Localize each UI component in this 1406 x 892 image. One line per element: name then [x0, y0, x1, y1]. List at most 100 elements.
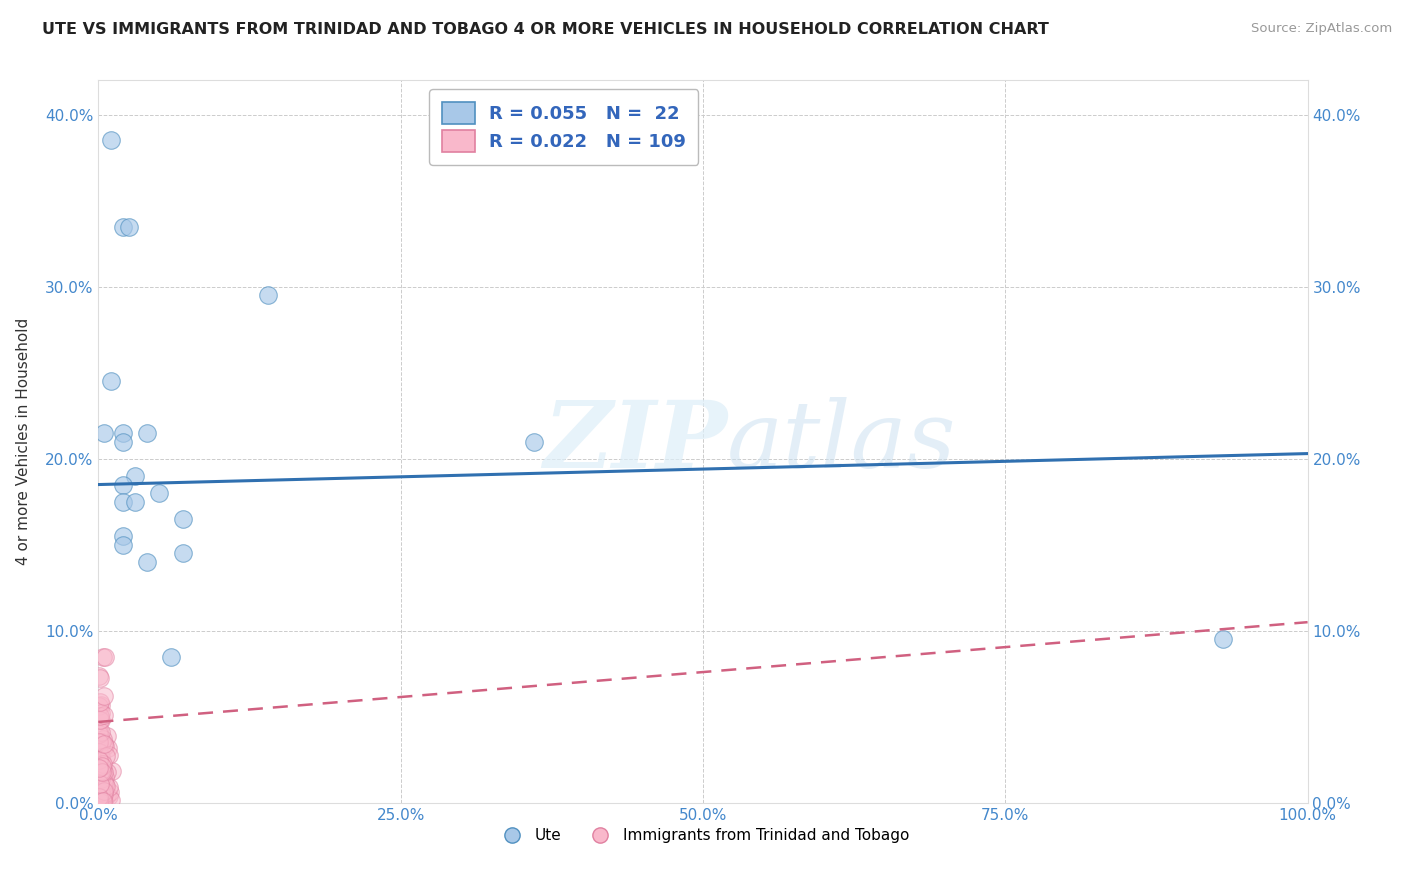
Point	[93, 775, 115, 789]
Point	[93, 425, 115, 440]
Point	[90, 785, 112, 799]
Point	[90, 713, 112, 727]
Point	[89, 709, 111, 723]
Point	[90, 752, 112, 766]
Point	[91, 789, 114, 804]
Point	[90, 725, 112, 739]
Point	[89, 774, 111, 789]
Point	[89, 743, 111, 757]
Point	[111, 425, 134, 440]
Point	[87, 726, 110, 740]
Point	[93, 649, 115, 664]
Point	[93, 731, 115, 746]
Point	[93, 787, 115, 801]
Point	[111, 538, 134, 552]
Point	[89, 796, 111, 810]
Point	[90, 780, 112, 794]
Point	[160, 649, 183, 664]
Point	[89, 781, 111, 796]
Point	[87, 753, 110, 767]
Point	[135, 555, 157, 569]
Point	[94, 771, 117, 785]
Point	[89, 698, 111, 713]
Point	[89, 757, 111, 772]
Point	[89, 784, 111, 798]
Point	[90, 768, 112, 782]
Point	[111, 477, 134, 491]
Point	[90, 790, 112, 805]
Text: ZIP: ZIP	[543, 397, 727, 486]
Point	[135, 425, 157, 440]
Point	[90, 706, 112, 720]
Point	[523, 434, 546, 449]
Point	[90, 777, 112, 791]
Point	[101, 764, 124, 778]
Point	[91, 770, 114, 784]
Point	[89, 766, 111, 780]
Point	[124, 494, 146, 508]
Point	[172, 546, 194, 560]
Point	[91, 764, 114, 778]
Text: UTE VS IMMIGRANTS FROM TRINIDAD AND TOBAGO 4 OR MORE VEHICLES IN HOUSEHOLD CORRE: UTE VS IMMIGRANTS FROM TRINIDAD AND TOBA…	[42, 22, 1049, 37]
Point	[90, 772, 112, 786]
Point	[87, 761, 110, 775]
Point	[91, 649, 114, 664]
Point	[90, 795, 112, 809]
Point	[111, 529, 134, 543]
Legend: Ute, Immigrants from Trinidad and Tobago: Ute, Immigrants from Trinidad and Tobago	[491, 822, 915, 849]
Point	[124, 469, 146, 483]
Point	[91, 790, 114, 805]
Text: Source: ZipAtlas.com: Source: ZipAtlas.com	[1251, 22, 1392, 36]
Point	[90, 764, 112, 779]
Point	[89, 793, 111, 807]
Point	[87, 790, 110, 805]
Point	[87, 794, 110, 808]
Point	[87, 791, 110, 805]
Point	[100, 133, 122, 147]
Point	[148, 486, 170, 500]
Point	[90, 789, 112, 803]
Point	[89, 713, 111, 727]
Point	[97, 741, 120, 756]
Point	[96, 779, 118, 793]
Point	[90, 758, 112, 772]
Point	[98, 789, 121, 804]
Point	[87, 789, 110, 804]
Point	[111, 494, 134, 508]
Point	[111, 434, 134, 449]
Point	[87, 777, 110, 791]
Point	[87, 668, 110, 682]
Point	[87, 780, 110, 795]
Point	[91, 791, 114, 805]
Point	[96, 789, 118, 803]
Point	[1212, 632, 1234, 647]
Point	[100, 375, 122, 389]
Point	[89, 739, 111, 753]
Point	[93, 784, 115, 798]
Point	[93, 787, 115, 801]
Point	[91, 789, 114, 804]
Point	[96, 729, 118, 743]
Point	[93, 737, 115, 751]
Point	[89, 786, 111, 800]
Point	[89, 782, 111, 797]
Point	[89, 792, 111, 806]
Point	[89, 780, 111, 794]
Point	[93, 774, 115, 789]
Point	[90, 780, 112, 795]
Point	[87, 745, 110, 759]
Point	[87, 791, 110, 805]
Point	[97, 747, 120, 762]
Point	[89, 789, 111, 804]
Point	[172, 512, 194, 526]
Point	[118, 219, 141, 234]
Point	[111, 219, 134, 234]
Point	[87, 769, 110, 783]
Point	[90, 795, 112, 809]
Point	[93, 707, 115, 722]
Point	[91, 759, 114, 773]
Point	[90, 770, 112, 784]
Text: atlas: atlas	[727, 397, 956, 486]
Point	[91, 769, 114, 783]
Point	[87, 776, 110, 790]
